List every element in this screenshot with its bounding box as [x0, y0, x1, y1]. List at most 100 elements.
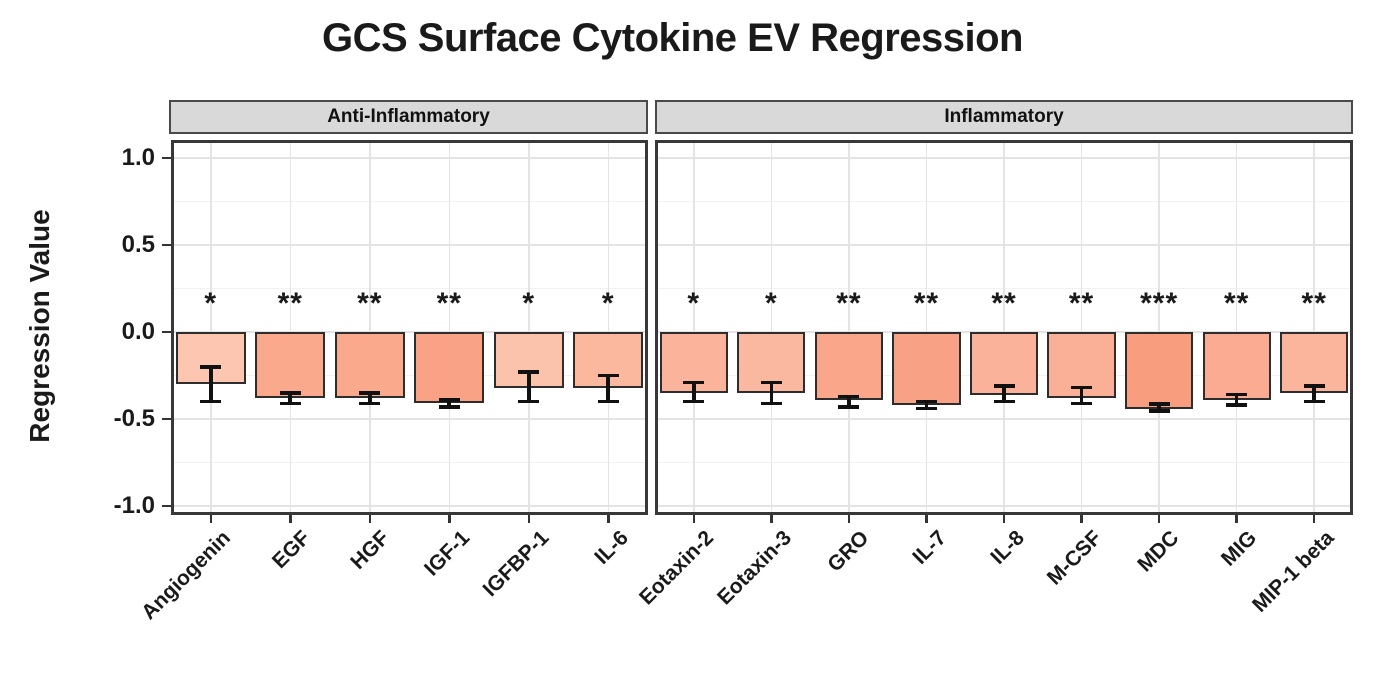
gridline-vertical	[1003, 143, 1005, 512]
x-tick-label: M-CSF	[1042, 526, 1107, 590]
x-tick-label: IL-6	[590, 526, 633, 569]
x-axis-tick	[1235, 515, 1238, 523]
errorbar-cap-bottom	[200, 399, 222, 404]
chart-title: GCS Surface Cytokine EV Regression	[321, 16, 1024, 60]
errorbar-cap-top	[760, 380, 782, 385]
errorbar-cap-top	[518, 370, 540, 374]
significance-stars: *	[522, 287, 536, 320]
errorbar-line	[367, 392, 372, 404]
bar	[814, 332, 883, 400]
errorbar-cap-bottom	[279, 401, 301, 406]
significance-stars: **	[357, 287, 383, 320]
y-tick-label: 1.0	[121, 144, 155, 171]
x-tick-label: MIP-1 beta	[1248, 526, 1339, 617]
significance-stars: *	[204, 287, 218, 320]
errorbar-line	[1157, 404, 1161, 412]
x-tick-label: GRO	[823, 526, 874, 577]
y-axis-tick	[162, 330, 171, 334]
facet-strip-anti-inflammatory: Anti-Inflammatory	[169, 100, 648, 134]
x-axis-tick	[527, 515, 530, 523]
facet-strip-label: Anti-Inflammatory	[327, 106, 490, 127]
gridline-vertical	[289, 143, 291, 512]
gridline-horizontal	[174, 201, 645, 202]
gridline-vertical	[1235, 143, 1238, 512]
errorbar-cap-bottom	[438, 405, 460, 409]
x-axis-tick	[925, 515, 928, 523]
y-tick-label: -0.5	[113, 405, 155, 432]
gridline-horizontal	[174, 288, 645, 289]
x-tick-label: EGF	[268, 526, 315, 574]
errorbar-line	[1312, 385, 1317, 402]
significance-stars: *	[601, 287, 615, 320]
x-tick-label: HGF	[346, 526, 395, 574]
x-tick-label: IL-7	[908, 526, 952, 569]
errorbar-line	[447, 399, 452, 407]
gridline-vertical	[369, 143, 371, 512]
x-tick-label: IL-8	[985, 526, 1029, 569]
x-tick-label: IGF-1	[419, 526, 474, 581]
gridline-vertical	[448, 143, 450, 512]
gridline-vertical	[1158, 143, 1160, 512]
errorbar-cap-top	[838, 394, 860, 399]
errorbar-line	[1234, 394, 1239, 406]
x-axis-tick	[1157, 515, 1161, 523]
errorbar-cap-bottom	[1148, 409, 1170, 413]
x-axis-tick	[770, 515, 773, 523]
gridline-horizontal	[174, 244, 645, 246]
errorbar-cap-top	[438, 398, 460, 402]
facet-strip-inflammatory: Inflammatory	[655, 100, 1353, 134]
gridline-vertical	[1313, 143, 1315, 512]
errorbar-cap-top	[200, 365, 222, 369]
y-tick-label: 0.5	[121, 231, 155, 258]
y-axis-tick	[162, 417, 171, 421]
significance-stars: **	[836, 287, 862, 320]
errorbar-cap-bottom	[1303, 399, 1325, 404]
errorbar-line	[847, 396, 851, 407]
errorbar-cap-top	[683, 380, 705, 385]
errorbar-cap-top	[1226, 392, 1248, 397]
facet-strip-label: Inflammatory	[944, 106, 1064, 127]
errorbar-cap-bottom	[1226, 403, 1248, 407]
errorbar-cap-top	[1148, 402, 1170, 406]
errorbar-cap-bottom	[597, 399, 619, 404]
x-axis-tick	[209, 515, 212, 523]
gridline-vertical	[848, 143, 850, 512]
errorbar-cap-bottom	[359, 401, 381, 406]
gridline-vertical	[1080, 143, 1083, 512]
errorbar-cap-bottom	[1071, 401, 1093, 406]
significance-stars: **	[1068, 287, 1095, 320]
bar	[255, 332, 326, 399]
gridline-vertical	[925, 143, 928, 512]
errorbar-cap-bottom	[760, 401, 782, 406]
errorbar-line	[288, 392, 293, 404]
significance-stars: ***	[1140, 287, 1179, 320]
errorbar-line	[691, 382, 696, 402]
x-tick-label: MDC	[1133, 526, 1184, 577]
gridline-vertical	[770, 143, 773, 512]
errorbar-cap-bottom	[915, 406, 937, 411]
x-tick-label: IGFBP-1	[478, 526, 554, 602]
x-axis-tick	[289, 515, 292, 523]
x-tick-label: MIG	[1216, 526, 1262, 571]
gridline-vertical	[607, 143, 609, 512]
errorbar-cap-top	[1303, 384, 1325, 388]
errorbar-line	[526, 372, 531, 402]
errorbar-cap-bottom	[683, 399, 705, 404]
significance-stars: *	[687, 287, 701, 320]
x-axis-tick	[1312, 515, 1316, 523]
x-axis-tick	[692, 515, 696, 523]
y-tick-label: -1.0	[113, 492, 155, 519]
x-tick-label: Eotaxin-2	[635, 526, 719, 610]
errorbar-cap-bottom	[993, 399, 1015, 404]
significance-stars: **	[1301, 287, 1327, 320]
bar	[892, 332, 961, 406]
significance-stars: **	[277, 287, 303, 320]
gridline-horizontal	[174, 331, 645, 333]
errorbar-cap-bottom	[518, 399, 540, 404]
x-axis-tick	[368, 515, 371, 523]
x-axis-tick	[448, 515, 451, 523]
significance-stars: **	[991, 287, 1017, 320]
errorbar-cap-top	[279, 391, 301, 395]
